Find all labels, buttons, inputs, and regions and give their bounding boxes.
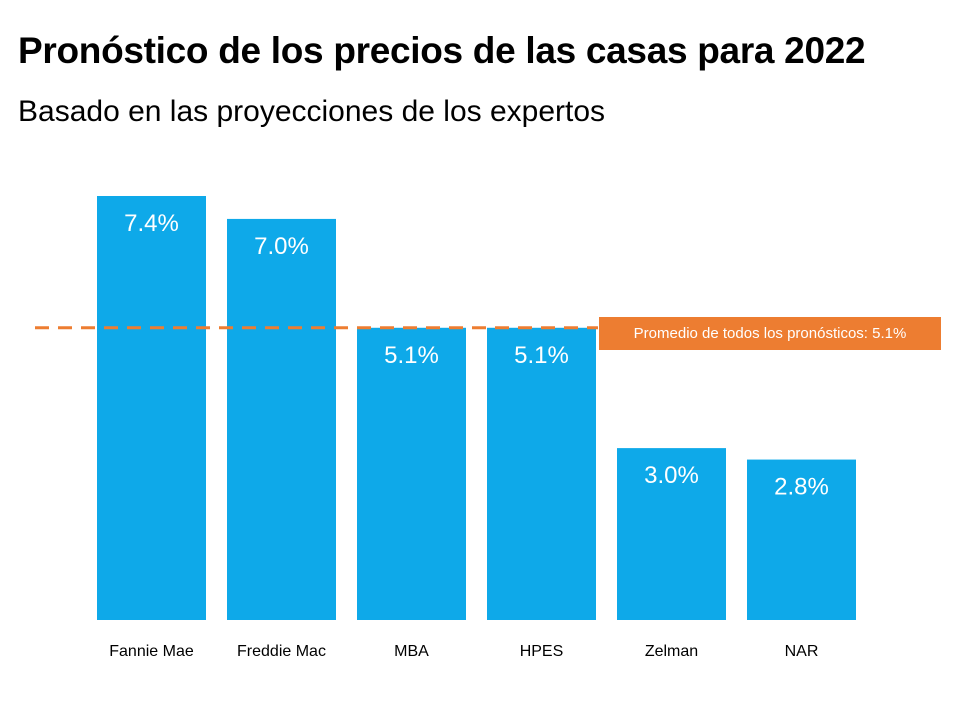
data-label: 5.1% xyxy=(514,342,569,369)
category-label: Fannie Mae xyxy=(109,643,194,660)
data-label: 3.0% xyxy=(644,462,699,489)
chart-subtitle: Basado en las proyecciones de los expert… xyxy=(18,95,606,128)
data-label: 7.0% xyxy=(254,233,309,260)
data-label: 5.1% xyxy=(384,342,439,369)
bar-mba xyxy=(357,327,466,620)
bar-fannie-mae xyxy=(97,196,206,620)
average-label: Promedio de todos los pronósticos: 5.1% xyxy=(599,317,941,350)
bar-freddie-mac xyxy=(227,218,336,620)
bar-nar xyxy=(747,459,856,620)
category-label: Zelman xyxy=(645,643,698,660)
data-label: 7.4% xyxy=(124,210,179,237)
bar-zelman xyxy=(617,448,726,620)
bar-hpes xyxy=(487,327,596,620)
category-label: Freddie Mac xyxy=(237,643,326,660)
data-label: 2.8% xyxy=(774,474,829,501)
category-label: NAR xyxy=(785,643,819,660)
chart-title: Pronóstico de los precios de las casas p… xyxy=(18,30,866,71)
category-label: MBA xyxy=(394,643,429,660)
category-label: HPES xyxy=(520,643,564,660)
